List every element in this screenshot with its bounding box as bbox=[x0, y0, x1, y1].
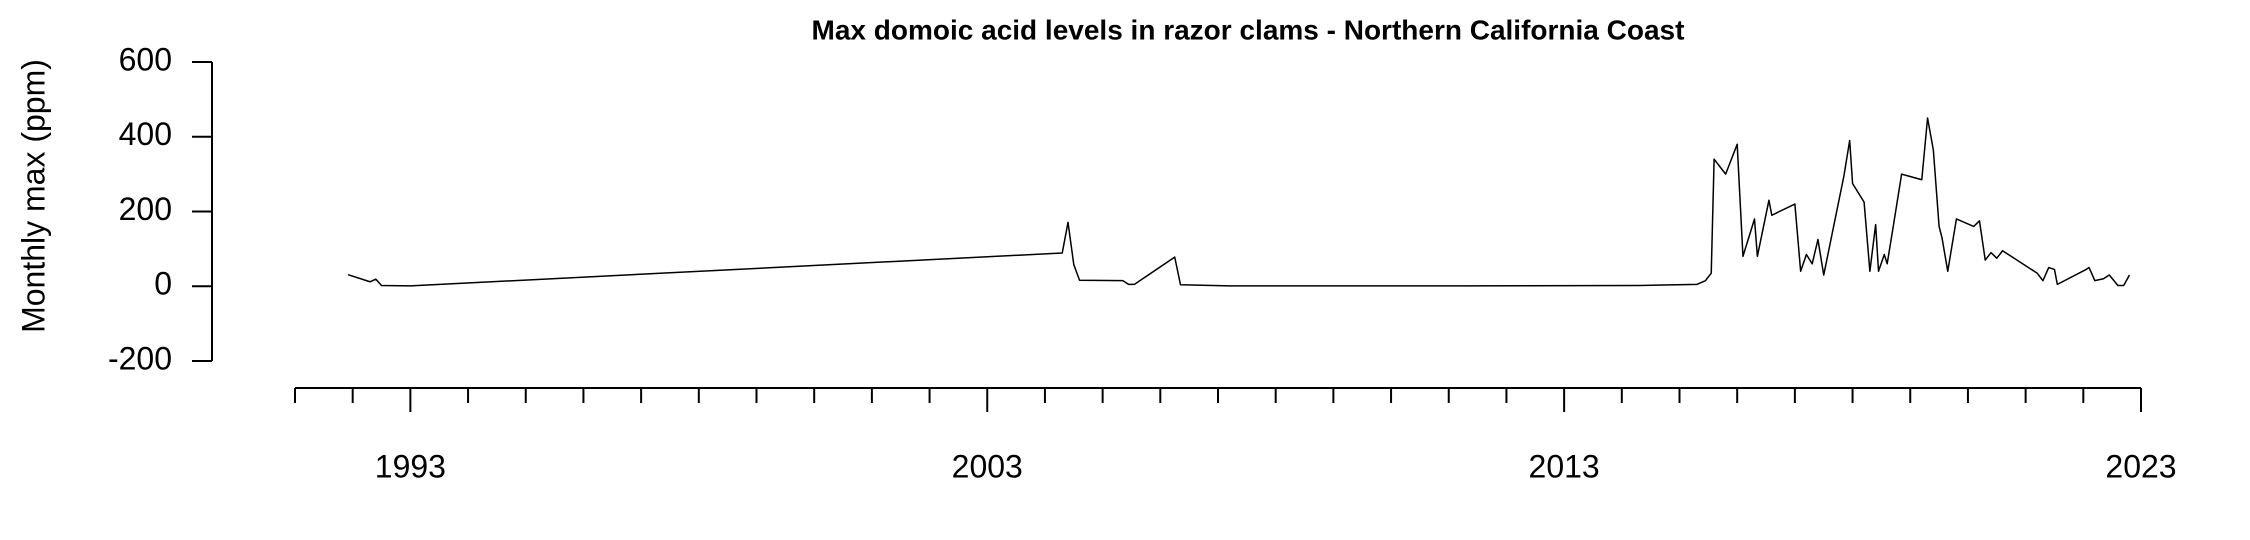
y-tick-label: 600 bbox=[119, 41, 172, 77]
y-tick-label: 400 bbox=[119, 116, 172, 152]
y-tick-label: -200 bbox=[108, 340, 172, 376]
data-line bbox=[347, 117, 2131, 287]
chart-title: Max domoic acid levels in razor clams - … bbox=[812, 14, 1685, 45]
x-tick-label: 2013 bbox=[1529, 448, 1600, 484]
x-tick-label: 2003 bbox=[952, 448, 1023, 484]
y-tick-label: 200 bbox=[119, 191, 172, 227]
y-axis-label: Monthly max (ppm) bbox=[15, 59, 51, 333]
x-tick-label: 2023 bbox=[2105, 448, 2176, 484]
y-tick-label: 0 bbox=[154, 266, 172, 302]
x-tick-label: 1993 bbox=[375, 448, 446, 484]
